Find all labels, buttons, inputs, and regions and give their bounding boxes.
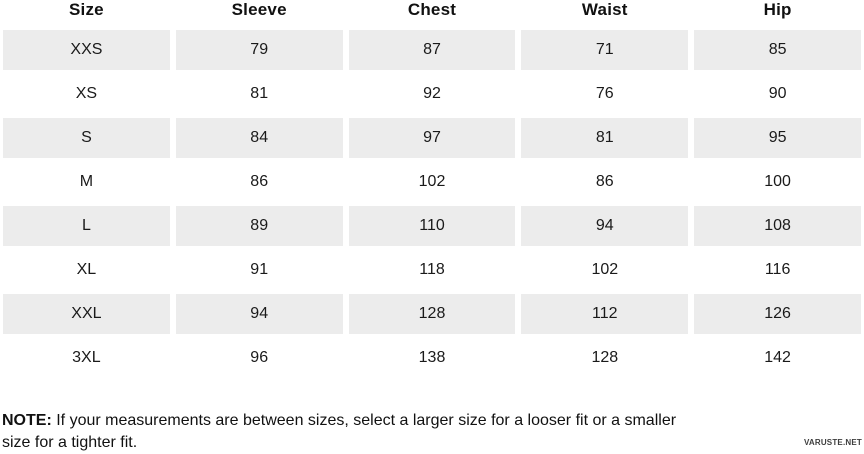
header-row: Size Sleeve Chest Waist Hip bbox=[3, 0, 861, 26]
measurement-cell: 91 bbox=[250, 261, 269, 278]
measurement-cell: 102 bbox=[418, 173, 446, 190]
measurement-cell: 138 bbox=[418, 349, 446, 366]
size-cell: XXS bbox=[3, 30, 170, 70]
size-cell: XXL bbox=[3, 294, 170, 334]
size-cell: L bbox=[3, 206, 170, 246]
measurement-cell: 126 bbox=[694, 294, 861, 334]
measurement-cell: 92 bbox=[423, 85, 441, 102]
table-row-3xl: 3XL 96 138 128 142 bbox=[3, 338, 861, 378]
size-cell: M bbox=[79, 173, 94, 190]
measurement-cell: 142 bbox=[764, 349, 791, 366]
measurement-cell: 76 bbox=[595, 85, 614, 102]
table-row-m: M 86 102 86 100 bbox=[3, 162, 861, 202]
size-cell: XS bbox=[75, 85, 98, 102]
measurement-cell: 100 bbox=[764, 173, 791, 190]
note-text-1: If your measurements are between sizes, … bbox=[51, 412, 677, 429]
table-row-xl: XL 91 118 102 116 bbox=[3, 250, 861, 290]
measurement-cell: 108 bbox=[694, 206, 861, 246]
measurement-cell: 110 bbox=[348, 206, 516, 246]
column-header-hip: Hip bbox=[763, 0, 792, 19]
note-line-2: size for a tighter fit. bbox=[2, 434, 138, 451]
measurement-cell: 112 bbox=[521, 294, 689, 334]
measurement-cell: 128 bbox=[591, 349, 619, 366]
measurement-cell: 79 bbox=[175, 30, 343, 70]
size-chart-header: Size Sleeve Chest Waist Hip bbox=[3, 0, 861, 26]
size-chart-table: Size Sleeve Chest Waist Hip XXS 79 87 71 85 XS 81 9… bbox=[3, 0, 861, 378]
table-row-l: L 89 110 94 108 bbox=[3, 206, 861, 246]
measurement-cell: 128 bbox=[348, 294, 516, 334]
measurement-cell: 90 bbox=[768, 85, 787, 102]
measurement-cell: 94 bbox=[175, 294, 343, 334]
column-header-size: Size bbox=[68, 0, 104, 19]
measurement-cell: 81 bbox=[521, 118, 689, 158]
watermark-varuste-net: VARUSTE.NET bbox=[803, 438, 862, 447]
measurement-cell: 94 bbox=[521, 206, 689, 246]
measurement-cell: 116 bbox=[764, 261, 791, 278]
column-header-sleeve: Sleeve bbox=[231, 0, 287, 19]
measurement-cell: 81 bbox=[250, 85, 269, 102]
column-header-chest: Chest bbox=[407, 0, 457, 19]
measurement-cell: 71 bbox=[521, 30, 689, 70]
table-row-xxl: XXL 94 128 112 126 bbox=[3, 294, 861, 334]
table-row-xxs: XXS 79 87 71 85 bbox=[3, 30, 861, 70]
note-label: NOTE: bbox=[2, 412, 52, 429]
size-cell: XL bbox=[76, 261, 97, 278]
note-line-1: NOTE: If your measurements are between s… bbox=[2, 410, 864, 432]
column-header-waist: Waist bbox=[581, 0, 628, 19]
measurement-cell: 97 bbox=[348, 118, 516, 158]
measurement-cell: 84 bbox=[175, 118, 343, 158]
measurement-cell: 86 bbox=[595, 173, 614, 190]
measurement-cell: 118 bbox=[419, 261, 445, 278]
measurement-cell: 95 bbox=[694, 118, 861, 158]
measurement-cell: 89 bbox=[175, 206, 343, 246]
measurement-cell: 96 bbox=[250, 349, 269, 366]
table-row-s: S 84 97 81 95 bbox=[3, 118, 861, 158]
size-chart-body: XXS 79 87 71 85 XS 81 92 76 90 S 84 97 81 95 M 86 102 86 10… bbox=[3, 30, 861, 378]
size-cell: 3XL bbox=[72, 349, 101, 366]
size-cell: S bbox=[3, 118, 170, 158]
table-row-xs: XS 81 92 76 90 bbox=[3, 74, 861, 114]
measurement-cell: 87 bbox=[348, 30, 516, 70]
measurement-cell: 102 bbox=[591, 261, 619, 278]
size-note: NOTE: If your measurements are between s… bbox=[2, 410, 864, 454]
measurement-cell: 85 bbox=[694, 30, 861, 70]
measurement-cell: 86 bbox=[250, 173, 269, 190]
